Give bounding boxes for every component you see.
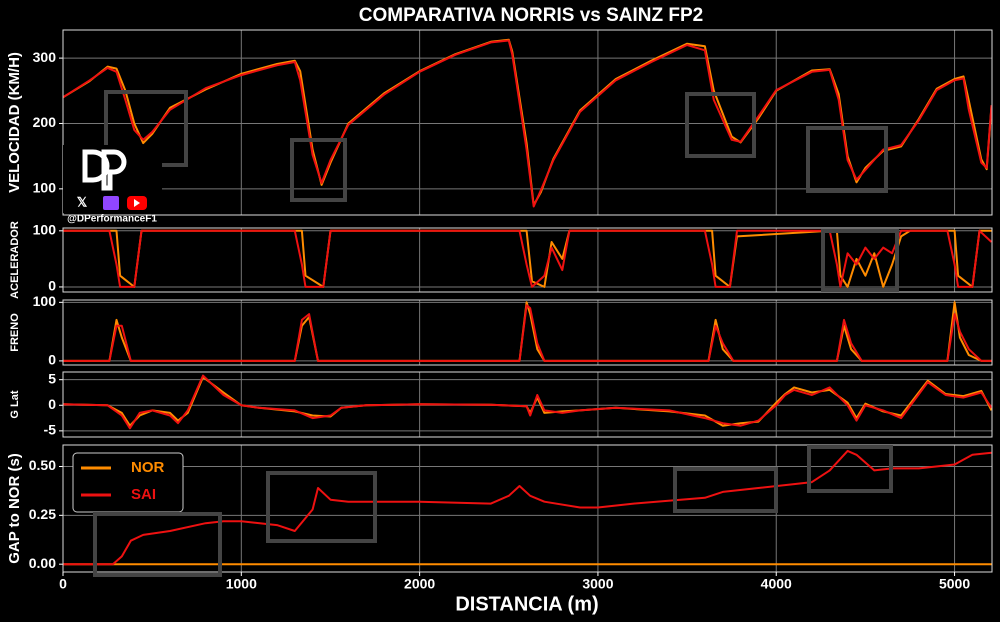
plot-frame [62,227,993,293]
y-tick-label: 100 [33,180,57,196]
legend-label: SAI [131,486,156,503]
box [290,138,347,202]
plot-frame [62,299,993,366]
series-line [63,449,992,566]
y-tick-label: 0.00 [29,555,56,571]
x-tick-label: 5000 [939,576,970,592]
y-axis-label: FRENO [9,313,21,352]
y-axis-label: VELOCIDAD (KM/H) [6,52,23,193]
y-tick-label: 0.50 [29,457,56,473]
y-axis-label: ACELERADOR [9,221,21,299]
y-tick-label: -5 [44,422,57,438]
plot-frame [62,444,993,573]
box [821,229,899,292]
twitch-icon [103,196,119,210]
watermark-handle: @DPerformanceF1 [67,214,157,225]
plot-frame [62,371,993,438]
x-axis-label: DISTANCIA (m) [455,593,598,615]
legend-box [72,452,184,513]
series-line [62,374,993,430]
plot-frame [62,29,993,216]
x-icon: 𝕏 [77,194,88,209]
box [93,512,222,577]
youtube-play [134,199,140,207]
box [685,92,756,158]
logo-mark [82,149,127,191]
y-tick-label: 0 [48,396,56,412]
y-tick-label: 0 [48,278,56,294]
y-tick-label: 100 [33,293,57,309]
x-tick-label: 2000 [404,576,435,592]
y-axis-label: G Lat [9,390,21,418]
y-tick-label: 300 [33,49,57,65]
box [266,471,377,543]
series-line [63,229,993,288]
x-tick-label: 4000 [761,576,792,592]
series-line [63,229,992,288]
box [806,126,888,193]
x-tick-label: 0 [59,576,67,592]
chart-title: COMPARATIVA NORRIS vs SAINZ FP2 [359,5,704,26]
y-tick-label: 0 [48,352,56,368]
y-axis-label: GAP to NOR (s) [6,453,23,564]
highlight-boxes [93,90,899,577]
legend-label: NOR [131,459,165,476]
y-tick-label: 0.25 [29,506,56,522]
y-tick-label: 200 [33,114,57,130]
box [807,445,893,493]
y-tick-label: 100 [33,222,57,238]
box [673,467,778,513]
logo: 𝕏 @DPerformanceF1 [63,145,162,225]
y-tick-label: 5 [48,370,56,386]
series-line [63,304,992,362]
x-tick-label: 3000 [582,576,613,592]
x-tick-label: 1000 [226,576,257,592]
